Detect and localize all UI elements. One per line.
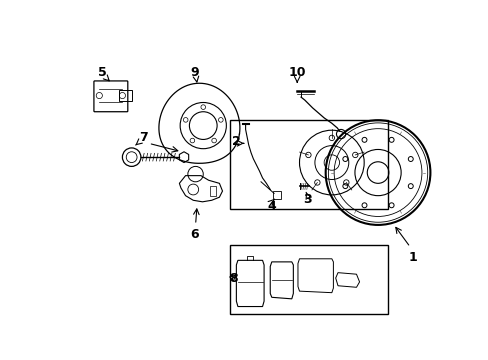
Circle shape [388, 203, 393, 208]
Bar [230, 120, 387, 209]
Text: 3: 3 [302, 193, 311, 206]
Text: 5: 5 [98, 66, 106, 79]
Text: 2: 2 [231, 135, 240, 148]
Bar [210, 186, 216, 195]
Circle shape [407, 184, 412, 189]
Text: 4: 4 [267, 200, 276, 213]
Text: 9: 9 [190, 66, 199, 79]
Circle shape [361, 203, 366, 208]
Text: 10: 10 [288, 66, 305, 79]
Circle shape [361, 138, 366, 142]
Text: 6: 6 [190, 228, 199, 240]
Circle shape [342, 184, 347, 189]
Text: 1: 1 [407, 251, 416, 264]
Bar [273, 191, 281, 199]
Text: 8: 8 [228, 272, 237, 285]
Circle shape [388, 138, 393, 142]
Circle shape [342, 157, 347, 162]
Circle shape [407, 157, 412, 162]
Bar [230, 245, 387, 314]
Text: 7: 7 [139, 131, 147, 144]
